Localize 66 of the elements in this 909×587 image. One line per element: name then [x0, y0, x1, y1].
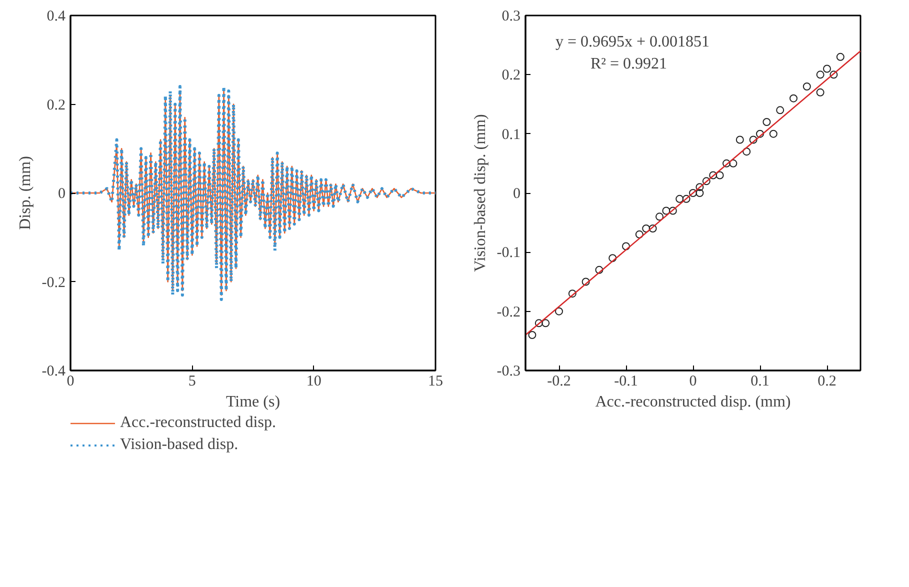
point: [790, 94, 798, 102]
point: [709, 171, 718, 180]
y-tick-label: -0.1: [496, 245, 521, 262]
point: [582, 278, 590, 286]
point: [762, 118, 771, 126]
point: [682, 194, 690, 203]
legend-label: Acc.-reconstructed disp.: [120, 414, 276, 432]
x-axis-title: Acc.-reconstructed disp. (mm): [595, 394, 791, 410]
point: [749, 136, 758, 144]
point: [542, 319, 550, 328]
y-tick-label: -0.4: [42, 364, 66, 380]
point: [662, 206, 670, 215]
x-tick-label: -0.2: [547, 374, 571, 390]
x-tick-label: 0.1: [750, 374, 770, 390]
point: [830, 70, 838, 79]
annotation: R² = 0.9921: [590, 56, 667, 72]
point: [769, 130, 778, 138]
point: [676, 194, 684, 203]
x-tick-label: 0.2: [818, 374, 836, 390]
point: [568, 290, 576, 298]
x-tick-label: 15: [428, 374, 443, 390]
x-tick-label: -0.1: [614, 374, 638, 390]
point: [622, 242, 630, 250]
point: [729, 159, 738, 168]
point: [716, 171, 724, 180]
point: [534, 319, 543, 328]
point: [816, 88, 824, 96]
point: [595, 266, 604, 274]
x-tick-label: 5: [188, 374, 196, 390]
point: [668, 206, 677, 215]
point: [756, 130, 764, 138]
y-tick-label: 0: [513, 186, 520, 202]
annotation: y = 0.9695x + 0.001851: [556, 34, 710, 50]
x-tick-label: 10: [306, 374, 322, 390]
point: [736, 136, 744, 144]
y-tick-label: 0.2: [502, 68, 520, 84]
x-axis-title: Time (s): [226, 394, 280, 410]
point: [689, 189, 697, 197]
y-tick-label: 0.3: [502, 8, 520, 24]
point: [722, 159, 730, 168]
point: [656, 212, 664, 221]
y-tick-label: 0.4: [46, 8, 66, 24]
point: [742, 148, 751, 156]
point: [696, 189, 704, 197]
point: [836, 52, 844, 61]
point: [635, 230, 644, 238]
legend-label: Vision-based disp.: [120, 436, 238, 454]
y-tick-label: -0.3: [496, 364, 521, 380]
point: [776, 106, 784, 114]
point: [816, 70, 824, 79]
y-tick-label: 0.1: [502, 126, 520, 143]
point: [648, 224, 657, 232]
x-tick-label: 0: [689, 374, 697, 390]
point: [702, 177, 710, 186]
point: [823, 64, 831, 73]
y-axis-title: Disp. (mm): [16, 156, 34, 230]
point: [555, 307, 563, 316]
point: [608, 254, 617, 262]
y-axis-title: Vision-based disp. (mm): [472, 114, 489, 272]
point: [802, 82, 811, 90]
y-tick-label: 0: [58, 186, 66, 202]
point: [528, 331, 536, 339]
y-tick-label: -0.2: [42, 274, 66, 291]
y-tick-label: 0.2: [46, 97, 66, 114]
y-tick-label: -0.2: [496, 304, 521, 320]
point: [696, 183, 704, 192]
